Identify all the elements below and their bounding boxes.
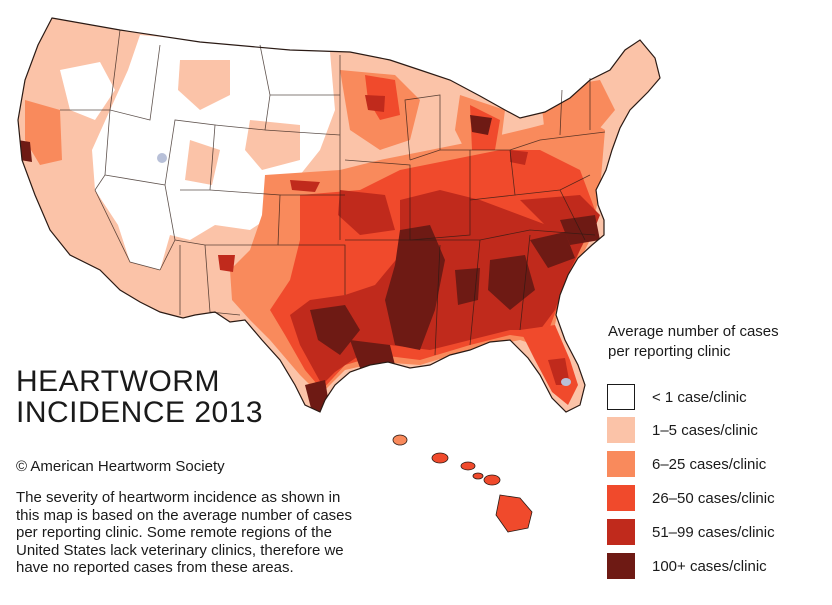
description-line: have no reported cases from these areas. — [16, 559, 294, 576]
legend-item: < 1 case/clinic — [607, 383, 747, 411]
legend-label: < 1 case/clinic — [652, 388, 747, 406]
legend-label: 1–5 cases/clinic — [652, 421, 758, 439]
description-line: The severity of heartworm incidence as s… — [16, 489, 341, 506]
legend-title-line-2: per reporting clinic — [608, 343, 731, 360]
legend-item: 6–25 cases/clinic — [607, 450, 766, 478]
title-line-2: INCIDENCE 2013 — [16, 396, 264, 429]
title-line-1: HEARTWORM — [16, 365, 220, 398]
legend-item: 26–50 cases/clinic — [607, 484, 775, 512]
legend-swatch — [607, 384, 635, 410]
legend-label: 100+ cases/clinic — [652, 557, 767, 575]
description-line: this map is based on the average number … — [16, 506, 353, 524]
description-line: per reporting clinic. Some remote region… — [16, 524, 332, 541]
legend-swatch — [607, 417, 635, 443]
legend-item: 51–99 cases/clinic — [607, 518, 775, 546]
hawaii-islands — [392, 434, 533, 533]
legend-swatch — [607, 519, 635, 545]
legend-label: 6–25 cases/clinic — [652, 455, 767, 473]
legend-label: 51–99 cases/clinic — [652, 523, 775, 541]
legend-label: 26–50 cases/clinic — [652, 489, 775, 507]
copyright-notice: © American Heartworm Society — [16, 458, 225, 475]
state-borders — [60, 29, 606, 356]
map-title: HEARTWORM INCIDENCE 2013 — [16, 366, 263, 428]
description-line: United States lack veterinary clinics, t… — [16, 541, 344, 559]
legend-title: Average number of cases per reporting cl… — [608, 322, 779, 362]
legend-swatch — [607, 553, 635, 579]
legend-swatch — [607, 451, 635, 477]
legend-title-line-1: Average number of cases — [608, 323, 779, 340]
legend-swatch — [607, 485, 635, 511]
legend-item: 1–5 cases/clinic — [607, 416, 758, 444]
map-description: The severity of heartworm incidence as s… — [16, 489, 426, 577]
legend-item: 100+ cases/clinic — [607, 552, 767, 580]
